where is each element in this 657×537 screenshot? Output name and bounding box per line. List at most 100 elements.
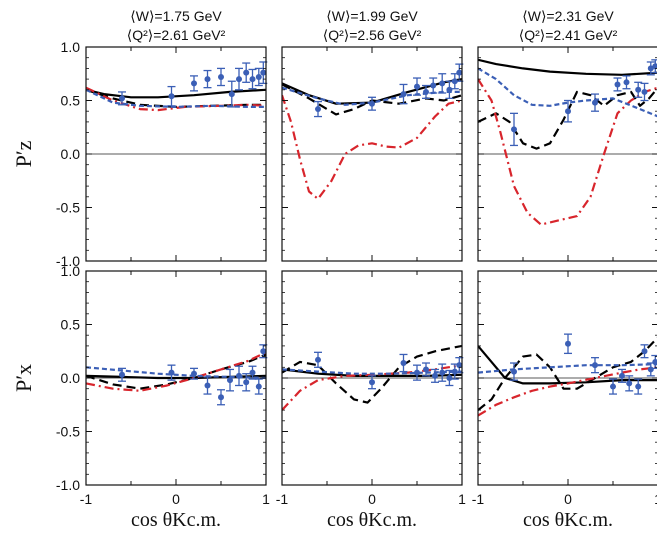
data-point	[439, 369, 446, 376]
y-tick-label: 0.5	[61, 317, 81, 333]
data-point	[168, 369, 175, 376]
x-tick-label: -1	[80, 491, 93, 507]
data-point	[260, 348, 267, 355]
x-tick-label: 0	[368, 491, 376, 507]
data-point	[647, 65, 654, 72]
data-point	[626, 380, 633, 387]
data-point	[249, 76, 256, 83]
x-tick-label: 0	[564, 491, 572, 507]
x-tick-label: 0	[172, 491, 180, 507]
data-point	[191, 80, 197, 87]
data-point	[565, 108, 571, 115]
panel-0-0: -1.0 -0.5 0.0 0.5 1.0 ⟨W⟩=1.75 GeV ⟨Q²⟩=2.61 G…	[56, 8, 268, 269]
curve-blue-dashed	[478, 363, 657, 374]
data-point	[446, 86, 453, 93]
data-point	[236, 372, 242, 379]
y-tick-label: 0.0	[61, 370, 81, 386]
data-point	[641, 348, 648, 355]
data-points	[314, 63, 464, 118]
y-tick-label: 0.0	[61, 146, 81, 162]
data-point	[592, 362, 598, 369]
data-point	[430, 82, 437, 89]
curve-black-solid	[478, 58, 657, 76]
panel-title-w: ⟨W⟩=1.75 GeV	[130, 8, 222, 24]
data-point	[227, 377, 233, 384]
data-point	[414, 83, 420, 90]
data-point	[432, 372, 438, 379]
data-point	[641, 88, 648, 95]
data-point	[456, 69, 463, 76]
x-tick-label: 1	[654, 491, 657, 507]
data-point	[260, 69, 267, 76]
ticks	[477, 46, 657, 262]
curve-blue-dashed	[282, 368, 462, 375]
data-point	[652, 358, 657, 365]
data-point	[204, 76, 211, 83]
data-point	[614, 81, 621, 88]
data-points	[118, 344, 268, 406]
data-point	[119, 371, 125, 378]
data-point	[218, 73, 224, 80]
x-tick-label: -1	[472, 491, 485, 507]
data-point	[369, 379, 375, 386]
data-point	[249, 369, 256, 376]
curve-red-dashdot	[478, 366, 657, 417]
data-point	[592, 99, 598, 106]
data-points	[118, 61, 268, 108]
panel-1-1: -1 0 1	[276, 270, 466, 507]
ticks	[281, 46, 463, 262]
x-axis-label: cos θKc.m.	[523, 509, 613, 531]
data-point	[423, 366, 429, 373]
data-point	[255, 383, 262, 390]
data-point	[439, 80, 446, 87]
data-point	[610, 383, 616, 390]
data-point	[647, 366, 654, 373]
y-axis-label: P′z	[11, 140, 36, 167]
panel-title-q2: ⟨Q²⟩=2.41 GeV²	[519, 27, 618, 43]
curve-blue-dashed	[478, 67, 657, 118]
data-point	[619, 372, 625, 379]
data-point	[369, 100, 375, 107]
data-point	[635, 86, 642, 93]
data-point	[243, 69, 250, 76]
curve-black-dashed	[86, 88, 266, 108]
data-points	[510, 59, 657, 147]
curve-black-solid	[478, 345, 657, 385]
data-point	[204, 382, 211, 389]
curve-black-dashed	[282, 344, 462, 404]
data-point	[451, 78, 458, 85]
panel-1-2: -1 0 1	[472, 270, 657, 507]
data-point	[456, 362, 463, 369]
y-axis-label: P′x	[11, 364, 36, 392]
data-point	[565, 340, 571, 347]
y-tick-label: -1.0	[56, 477, 80, 493]
data-point	[511, 126, 517, 133]
curve-red-dashdot	[86, 351, 266, 392]
x-tick-label: -1	[276, 491, 289, 507]
x-tick-label: 1	[458, 491, 466, 507]
panel-0-1: ⟨W⟩=1.99 GeV ⟨Q²⟩=2.56 GeV²	[281, 8, 464, 262]
data-point	[400, 360, 407, 367]
data-point	[652, 63, 657, 70]
y-tick-label: 1.0	[61, 39, 81, 55]
panel-title-q2: ⟨Q²⟩=2.56 GeV²	[323, 27, 422, 43]
data-point	[243, 379, 250, 386]
panel-title-q2: ⟨Q²⟩=2.61 GeV²	[127, 27, 226, 43]
data-points	[510, 333, 657, 395]
curve-red-dashdot	[86, 86, 266, 112]
curve-black-dashed	[478, 336, 657, 411]
curves	[86, 351, 266, 392]
curve-black-dashed	[86, 353, 266, 390]
y-tick-label: 1.0	[61, 263, 81, 279]
data-point	[423, 88, 429, 95]
panel-1-0: -1.0 -0.5 0.0 0.5 1.0 -1 0 1	[56, 263, 270, 507]
panel-0-2: ⟨W⟩=2.31 GeV ⟨Q²⟩=2.41 GeV²	[477, 8, 657, 262]
x-tick-label: 1	[262, 491, 270, 507]
x-axis-label: cos θKc.m.	[327, 509, 417, 531]
curve-red-dashdot	[282, 94, 462, 200]
ticks: -1 0 1	[276, 270, 466, 507]
data-point	[228, 91, 235, 98]
y-tick-label: 0.5	[61, 93, 81, 109]
data-point	[236, 76, 242, 83]
